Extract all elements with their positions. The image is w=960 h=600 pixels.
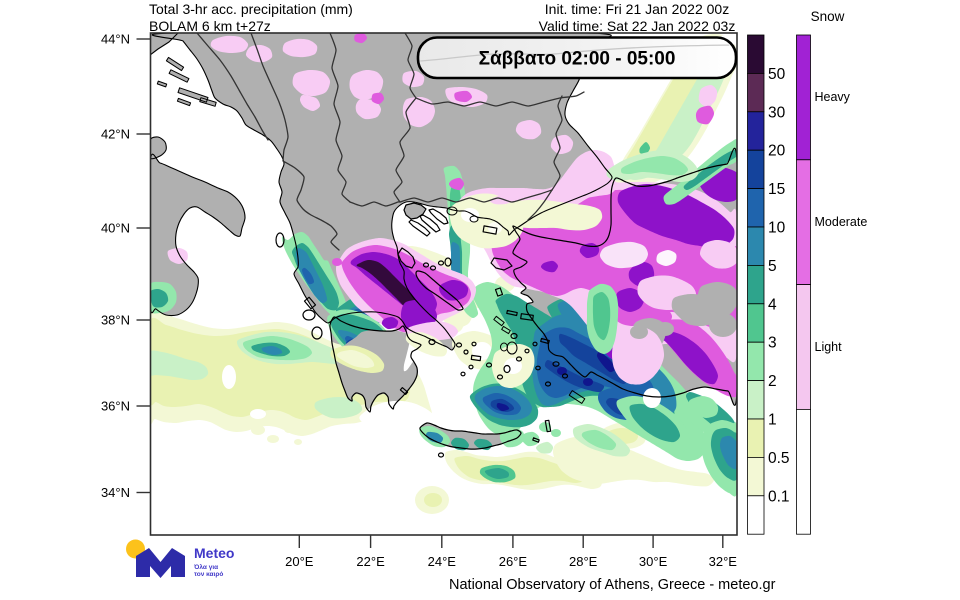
svg-text:42°N: 42°N <box>101 127 130 142</box>
svg-text:Σάββατο 02:00 - 05:00: Σάββατο 02:00 - 05:00 <box>479 49 676 70</box>
svg-text:Meteo: Meteo <box>194 545 234 561</box>
svg-text:24°E: 24°E <box>428 554 457 569</box>
svg-text:Snow: Snow <box>811 9 845 24</box>
svg-text:Moderate: Moderate <box>815 215 868 229</box>
svg-text:30: 30 <box>768 104 786 121</box>
svg-text:10: 10 <box>768 220 786 237</box>
svg-text:15: 15 <box>768 181 785 198</box>
svg-text:Init. time: Fri 21 Jan 2022 00: Init. time: Fri 21 Jan 2022 00z <box>545 1 729 17</box>
svg-text:32°E: 32°E <box>709 554 738 569</box>
svg-text:4: 4 <box>768 296 777 313</box>
svg-text:22°E: 22°E <box>356 554 385 569</box>
svg-text:30°E: 30°E <box>639 554 668 569</box>
svg-text:0.1: 0.1 <box>768 488 790 505</box>
svg-text:36°N: 36°N <box>101 399 130 414</box>
svg-text:0.5: 0.5 <box>768 450 790 467</box>
svg-text:1: 1 <box>768 412 777 429</box>
svg-text:20°E: 20°E <box>285 554 314 569</box>
svg-text:5: 5 <box>768 258 777 275</box>
svg-text:2: 2 <box>768 373 777 390</box>
svg-text:28°E: 28°E <box>569 554 598 569</box>
svg-text:26°E: 26°E <box>499 554 528 569</box>
svg-text:BOLAM 6 km t+27z: BOLAM 6 km t+27z <box>149 18 271 34</box>
svg-text:Όλα για: Όλα για <box>193 563 218 571</box>
svg-text:44°N: 44°N <box>101 32 130 47</box>
svg-text:34°N: 34°N <box>101 485 130 500</box>
svg-text:Total 3-hr acc. precipitation: Total 3-hr acc. precipitation (mm) <box>149 1 353 17</box>
svg-text:Light: Light <box>815 340 843 354</box>
svg-text:Heavy: Heavy <box>815 90 851 104</box>
svg-text:3: 3 <box>768 335 777 352</box>
svg-text:20: 20 <box>768 143 786 160</box>
svg-text:Valid time: Sat 22 Jan 2022 03: Valid time: Sat 22 Jan 2022 03z <box>539 18 736 34</box>
svg-text:40°N: 40°N <box>101 221 130 236</box>
svg-text:50: 50 <box>768 66 786 83</box>
svg-text:38°N: 38°N <box>101 313 130 328</box>
svg-text:τον καιρό: τον καιρό <box>194 571 223 578</box>
svg-text:National Observatory of Athens: National Observatory of Athens, Greece -… <box>449 577 776 593</box>
